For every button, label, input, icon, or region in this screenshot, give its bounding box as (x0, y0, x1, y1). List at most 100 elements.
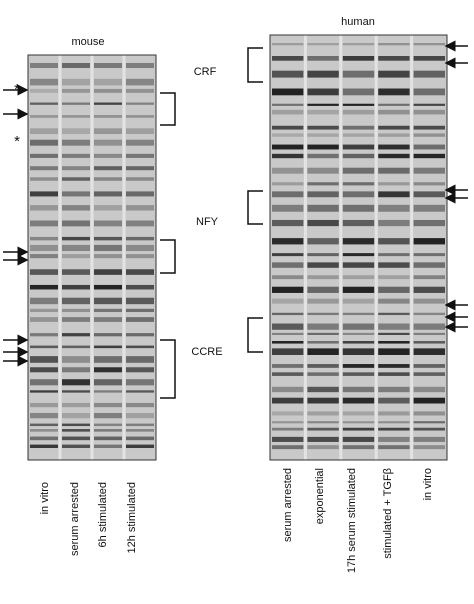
band (30, 115, 58, 118)
band (307, 182, 339, 186)
band (378, 323, 410, 330)
band (413, 88, 445, 96)
lane-label: 6h stimulated (97, 482, 109, 547)
band (413, 341, 445, 344)
band (378, 386, 410, 393)
band (30, 317, 58, 322)
band (272, 436, 304, 442)
band (94, 166, 122, 171)
band (272, 191, 304, 198)
band (94, 402, 122, 408)
band (413, 109, 445, 115)
band (272, 55, 304, 61)
band (126, 297, 154, 305)
band (307, 332, 339, 335)
band (126, 63, 154, 68)
band (378, 103, 410, 106)
mouse-gel (27, 54, 157, 461)
band (307, 109, 339, 115)
band (272, 386, 304, 393)
band (342, 133, 375, 137)
band (62, 356, 90, 363)
band (30, 308, 58, 313)
band (272, 348, 304, 355)
band (272, 167, 304, 174)
band (342, 204, 375, 212)
human-gel (269, 34, 448, 461)
band (307, 286, 339, 293)
band (94, 297, 122, 305)
band (94, 139, 122, 146)
band (378, 298, 410, 304)
band (94, 412, 122, 419)
band (342, 341, 375, 344)
band (307, 167, 339, 174)
band (272, 88, 304, 96)
band (126, 88, 154, 93)
region-label: NFY (196, 216, 219, 228)
band (94, 205, 122, 211)
band (307, 312, 339, 316)
band (126, 139, 154, 146)
band (413, 238, 445, 245)
band (126, 128, 154, 135)
band (342, 275, 375, 280)
band (413, 70, 445, 78)
band (307, 88, 339, 96)
band (62, 236, 90, 241)
band (30, 236, 58, 241)
band (62, 297, 90, 305)
band (342, 421, 375, 424)
band (94, 390, 122, 393)
band (30, 367, 58, 373)
gel-background (270, 35, 447, 460)
band (378, 421, 410, 424)
band (30, 436, 58, 441)
band (307, 144, 339, 150)
band (342, 262, 375, 268)
lane-gap (410, 35, 414, 460)
band (126, 102, 154, 105)
arrows (3, 40, 468, 367)
band (30, 254, 58, 259)
band (30, 128, 58, 135)
band (62, 317, 90, 322)
band (30, 177, 58, 181)
band (413, 43, 445, 46)
band (342, 238, 375, 245)
band (307, 386, 339, 393)
band (94, 254, 122, 259)
band (94, 333, 122, 337)
band (30, 220, 58, 227)
lane-gap (303, 35, 307, 460)
lane-gap (374, 35, 378, 460)
band (126, 254, 154, 259)
band (307, 238, 339, 245)
band (378, 348, 410, 355)
band (126, 429, 154, 432)
band (342, 253, 375, 257)
band (413, 219, 445, 227)
band (378, 153, 410, 159)
band (342, 445, 375, 450)
band (126, 333, 154, 337)
asterisk: * (14, 133, 20, 150)
band (62, 345, 90, 349)
band (307, 275, 339, 280)
band (94, 444, 122, 449)
band (62, 191, 90, 197)
band (30, 205, 58, 211)
band (342, 348, 375, 355)
band (272, 109, 304, 115)
band (378, 204, 410, 212)
lane-gap (90, 55, 94, 460)
lane-label: exponential (314, 468, 326, 524)
band (94, 367, 122, 373)
band (307, 43, 339, 46)
band (30, 297, 58, 305)
band (62, 402, 90, 408)
band (94, 78, 122, 86)
band (126, 153, 154, 158)
band (126, 236, 154, 241)
band (30, 429, 58, 432)
